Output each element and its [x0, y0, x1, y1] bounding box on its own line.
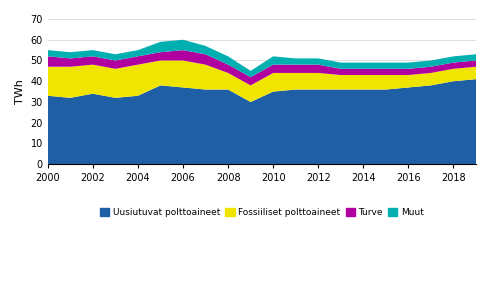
Y-axis label: TWh: TWh — [15, 79, 25, 104]
Legend: Uusiutuvat polttoaineet, Fossiiliset polttoaineet, Turve, Muut: Uusiutuvat polttoaineet, Fossiiliset pol… — [96, 205, 427, 221]
